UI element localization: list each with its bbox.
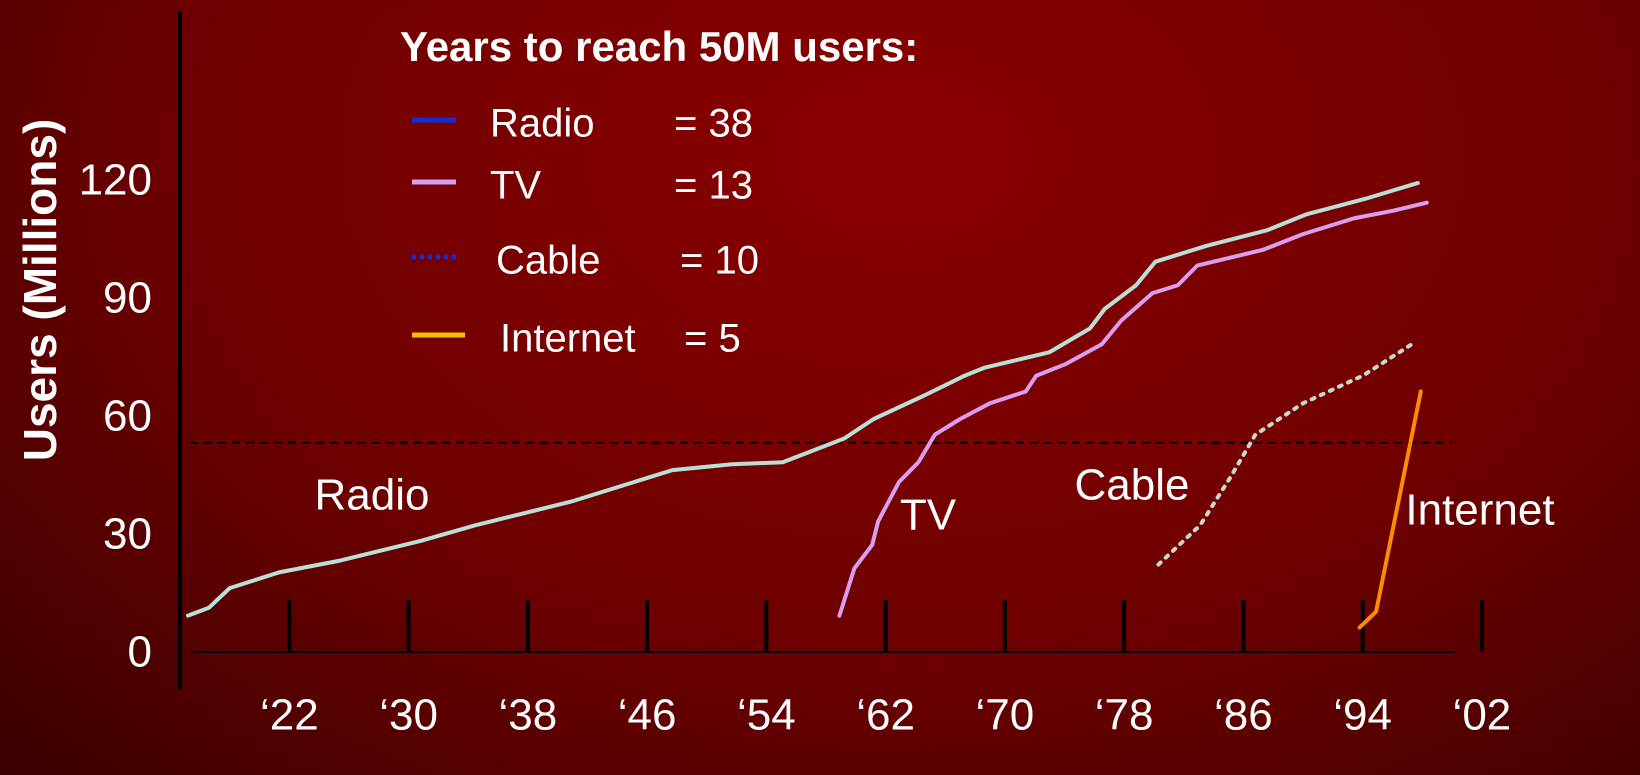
legend-value: = 13	[674, 164, 753, 208]
legend-value: = 5	[684, 317, 741, 361]
y-axis-label: Users (Millions)	[14, 119, 66, 462]
legend-name: TV	[490, 164, 541, 208]
x-tick-label: ‘38	[499, 691, 558, 740]
x-tick-label: ‘70	[976, 691, 1035, 740]
series-line	[1156, 342, 1414, 567]
x-tick-label: ‘86	[1214, 691, 1273, 740]
y-tick-label: 0	[128, 628, 152, 677]
legend-name: Internet	[500, 317, 636, 361]
y-tick-label: 60	[103, 392, 152, 441]
series-line	[185, 181, 1420, 618]
series-label: TV	[900, 491, 957, 540]
series-label: Radio	[315, 471, 430, 520]
x-tick-label: ‘62	[856, 691, 915, 740]
series-line	[837, 200, 1429, 618]
y-tick-label: 30	[103, 510, 152, 559]
x-tick-label: ‘78	[1095, 691, 1154, 740]
x-tick-label: ‘94	[1333, 691, 1392, 740]
x-tick-label: ‘54	[737, 691, 796, 740]
x-tick-label: ‘02	[1453, 691, 1512, 740]
legend-title: Years to reach 50M users:	[400, 23, 918, 70]
y-tick-label: 120	[79, 156, 152, 205]
legend-name: Radio	[490, 102, 595, 146]
legend-name: Cable	[496, 239, 601, 283]
series-label: Internet	[1405, 486, 1554, 535]
legend-value: = 38	[674, 102, 753, 146]
x-tick-label: ‘46	[618, 691, 677, 740]
y-tick-label: 90	[103, 274, 152, 323]
legend-value: = 10	[680, 239, 759, 283]
x-tick-label: ‘30	[379, 691, 438, 740]
series-label: Cable	[1075, 461, 1190, 510]
series-line	[1357, 389, 1423, 630]
x-tick-label: ‘22	[260, 691, 319, 740]
